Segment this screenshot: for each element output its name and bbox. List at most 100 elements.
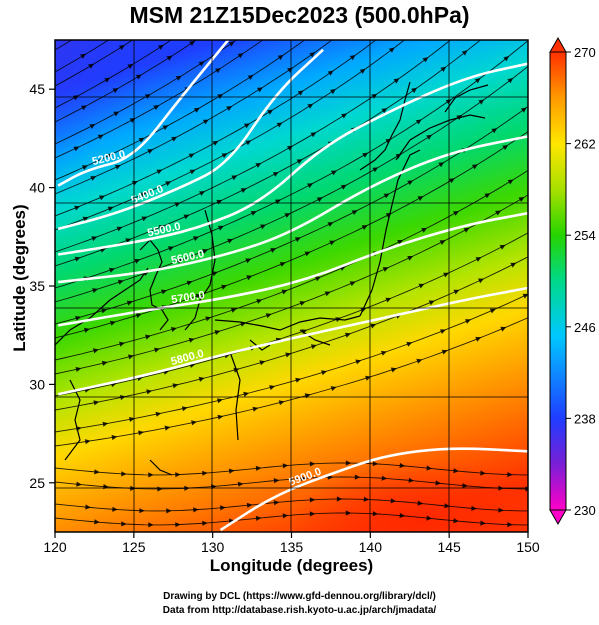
- streamline-arrow: [329, 240, 336, 246]
- colorbar-tick-label: 262: [574, 137, 596, 152]
- streamline-arrow: [75, 366, 82, 372]
- streamline-arrow: [229, 577, 235, 582]
- streamline-arrow: [221, 284, 227, 290]
- y-axis-ticks: 25 30 35 40 45: [29, 81, 55, 491]
- streamline-arrow: [522, 293, 528, 299]
- streamline-arrow: [189, 40, 196, 46]
- streamline: [55, 40, 238, 145]
- streamline-arrow: [296, 159, 303, 165]
- streamline-arrow: [372, 511, 379, 517]
- streamline-arrow: [245, 258, 252, 264]
- streamline-arrow: [72, 95, 79, 101]
- streamline-arrow: [252, 406, 259, 412]
- streamline-arrow: [408, 477, 415, 483]
- streamline-arrow: [440, 329, 446, 334]
- streamline-arrow: [453, 576, 459, 581]
- streamline-arrow: [248, 0, 254, 4]
- streamline-arrow: [270, 248, 277, 253]
- streamline-arrow: [132, 0, 138, 1]
- streamline-arrow: [202, 119, 209, 125]
- streamline-arrow: [274, 550, 280, 555]
- streamline-arrow: [372, 461, 379, 467]
- contour-line: [58, 135, 528, 284]
- streamline-arrow: [237, 53, 244, 59]
- streamline-arrow: [495, 210, 502, 216]
- streamline-arrow: [211, 271, 218, 277]
- streamline-arrow: [300, 475, 307, 481]
- y-tick-label: 30: [29, 376, 45, 392]
- streamline-arrow: [478, 278, 484, 284]
- streamline-arrow: [309, 511, 316, 517]
- streamline-arrow: [372, 167, 379, 173]
- streamline-arrow: [428, 300, 435, 306]
- streamline-arrow: [411, 87, 418, 94]
- streamline-arrow: [340, 184, 347, 190]
- streamline-arrow: [227, 238, 234, 244]
- streamline-arrow: [103, 542, 109, 547]
- streamline-arrow: [316, 197, 323, 203]
- streamline-arrow: [228, 468, 235, 474]
- streamline-arrow: [440, 66, 447, 72]
- streamline-arrow: [186, 280, 193, 286]
- streamline-arrow: [275, 199, 281, 205]
- streamline-arrow: [282, 513, 289, 519]
- streamline-arrow: [102, 421, 109, 427]
- streamline-arrow: [135, 313, 142, 319]
- streamline-arrow: [273, 500, 280, 506]
- streamline-arrow: [148, 522, 154, 528]
- streamline-arrow: [382, 267, 389, 272]
- streamline-arrow: [121, 471, 127, 477]
- streamline-arrow: [97, 134, 104, 140]
- streamline-arrow: [174, 202, 181, 208]
- streamline-arrow: [341, 113, 347, 119]
- streamline-arrow: [307, 183, 314, 189]
- streamline-arrow: [198, 61, 205, 67]
- streamline-arrow: [221, 153, 228, 159]
- streamline-arrow: [127, 63, 134, 69]
- streamline-arrow: [480, 579, 486, 584]
- streamline-arrow: [445, 99, 452, 105]
- streamline-arrow: [210, 9, 216, 14]
- streamline-arrow: [102, 17, 108, 22]
- streamline-arrow: [188, 25, 194, 30]
- streamline-arrow: [82, 216, 89, 222]
- streamline-arrow: [259, 360, 266, 366]
- streamline-arrow: [246, 502, 253, 508]
- streamline-arrow: [388, 47, 395, 53]
- streamline-arrow: [119, 395, 126, 401]
- streamline-arrow: [81, 165, 88, 171]
- streamline-arrow: [141, 216, 148, 222]
- streamline-arrow: [524, 0, 530, 4]
- streamline-arrow: [147, 149, 154, 154]
- streamline-arrow: [175, 75, 182, 81]
- contour-line: [57, 48, 324, 231]
- streamline-arrow: [260, 224, 267, 230]
- streamline-arrow: [453, 468, 459, 474]
- x-tick-label: 130: [201, 539, 225, 555]
- streamline-arrow: [328, 533, 334, 538]
- streamline-arrow: [371, 93, 378, 99]
- streamline-arrow: [139, 508, 145, 514]
- streamline-arrow: [99, 195, 105, 201]
- streamline-arrow: [304, 251, 311, 257]
- streamline-arrow: [407, 180, 414, 186]
- streamline-arrow: [390, 498, 397, 504]
- streamline-arrow: [274, 536, 280, 541]
- streamline-arrow: [498, 507, 504, 513]
- streamline-arrow: [415, 119, 422, 125]
- streamline-arrow: [474, 78, 481, 84]
- graticule: [55, 40, 528, 532]
- streamline-arrow: [439, 240, 446, 245]
- streamline-arrow: [273, 478, 280, 484]
- streamline-arrow: [231, 175, 238, 181]
- streamline-arrow: [444, 503, 450, 509]
- streamline-arrow: [287, 145, 293, 151]
- streamline-arrow: [507, 179, 514, 185]
- streamline-arrow: [324, 291, 331, 297]
- streamline-arrow: [287, 0, 293, 4]
- streamline-arrow: [148, 580, 153, 585]
- streamline-arrow: [500, 326, 507, 332]
- streamline-arrow: [246, 275, 253, 281]
- streamline-arrow: [158, 44, 164, 50]
